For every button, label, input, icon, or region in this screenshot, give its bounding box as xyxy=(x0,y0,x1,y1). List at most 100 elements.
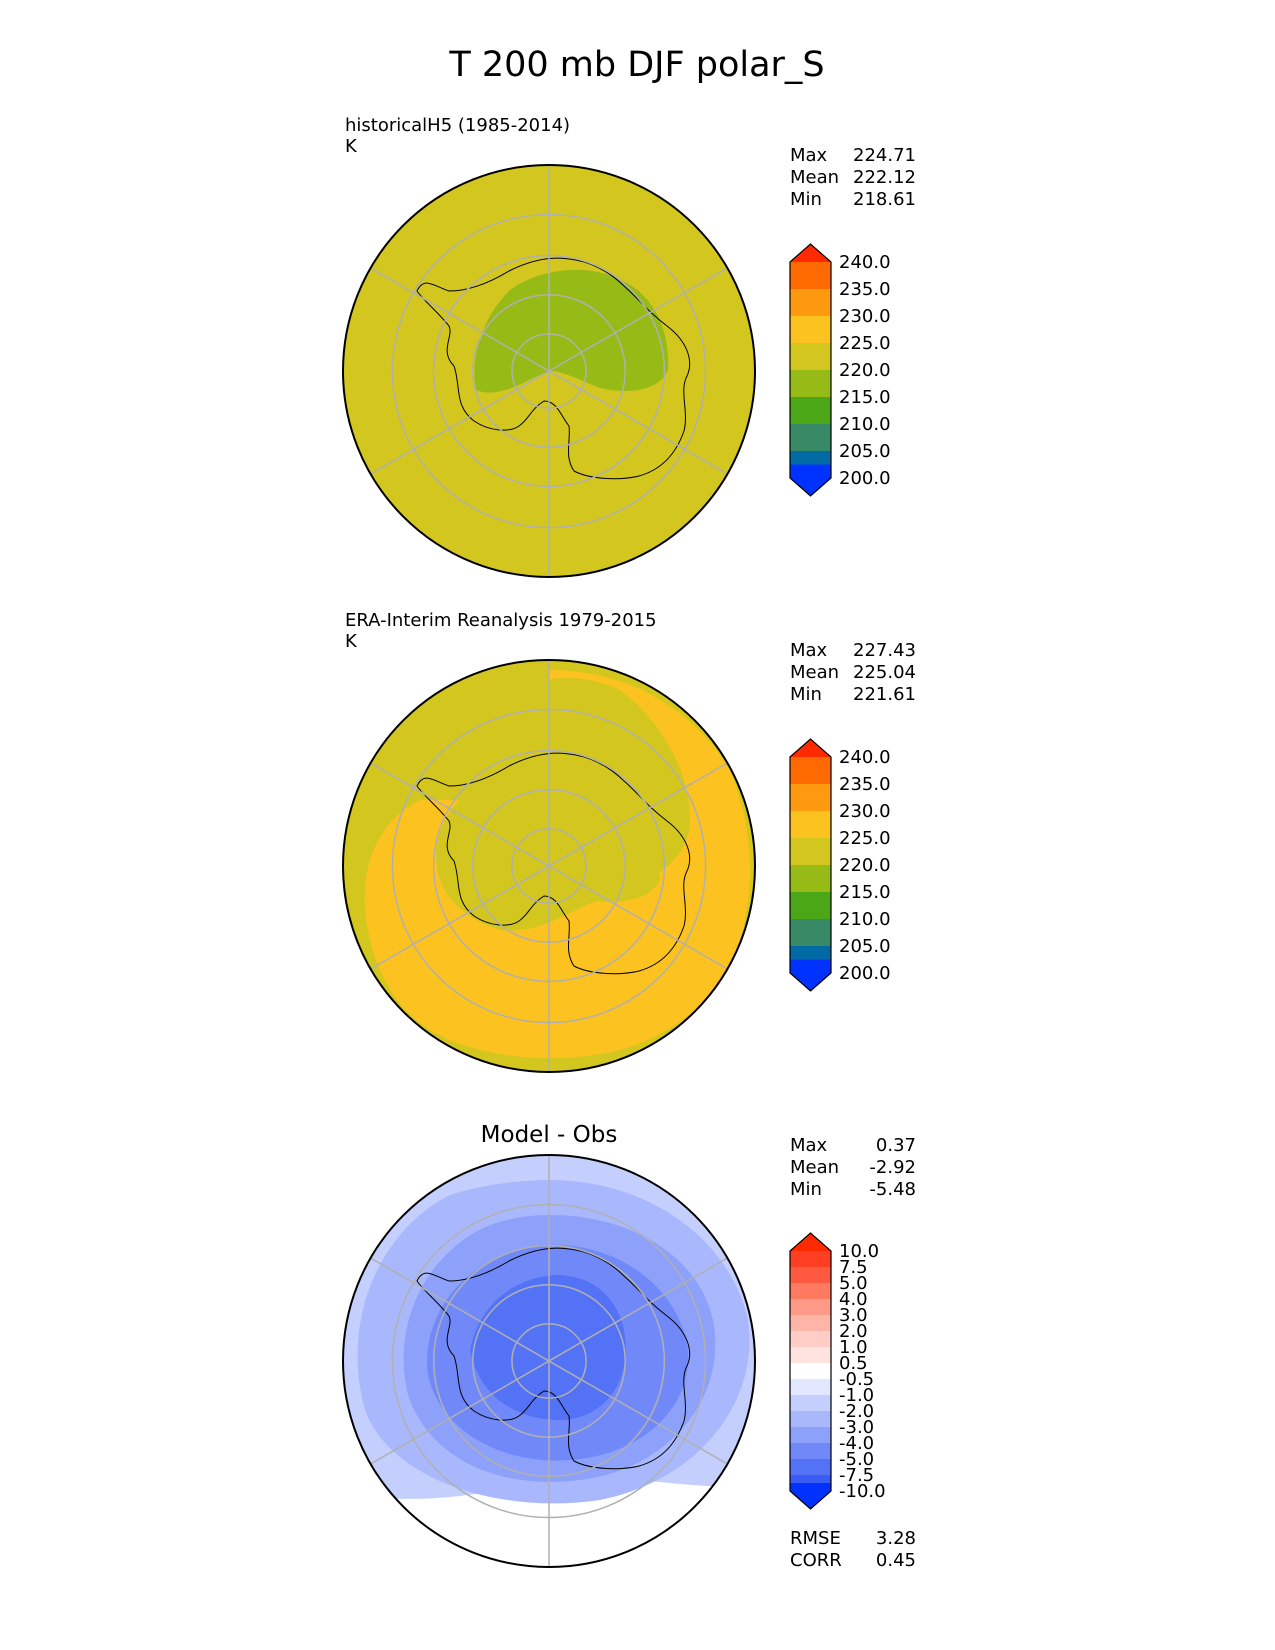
model-colorbar-segment xyxy=(790,289,831,317)
diff-colorbar-tick-label: 5.0 xyxy=(839,1273,868,1294)
diff-stats: Max 0.37 Mean -2.92 Min -5.48 xyxy=(790,1135,916,1200)
model-colorbar-tick-label: 210.0 xyxy=(839,414,891,435)
panel-obs: ERA-Interim Reanalysis 1979-2015 K Max 2… xyxy=(342,610,916,1073)
model-colorbar-segment xyxy=(790,316,831,344)
obs-stats: Max 227.43 Mean 225.04 Min 221.61 xyxy=(790,640,916,705)
obs-colorbar-tick-label: 240.0 xyxy=(839,747,891,768)
diff-colorbar-segment xyxy=(790,1267,831,1284)
model-stat-value-mean: 222.12 xyxy=(853,167,916,188)
obs-colorbar-segment xyxy=(790,865,831,893)
model-colorbar-tick-label: 235.0 xyxy=(839,279,891,300)
diff-metric-label-corr: CORR xyxy=(790,1550,842,1571)
diff-colorbar-tick-label: 1.0 xyxy=(839,1337,868,1358)
model-stats: Max 224.71 Mean 222.12 Min 218.61 xyxy=(790,145,916,210)
diff-colorbar-segment xyxy=(790,1363,831,1380)
figure-title: T 200 mb DJF polar_S xyxy=(448,45,824,85)
obs-units: K xyxy=(345,631,358,652)
model-colorbar-tick-label: 230.0 xyxy=(839,306,891,327)
diff-colorbar-tick-label: -1.0 xyxy=(839,1385,874,1406)
diff-map xyxy=(342,1154,756,1568)
model-stat-value-min: 218.61 xyxy=(853,189,916,210)
model-colorbar-segment xyxy=(790,424,831,452)
diff-colorbar-tick-label: -4.0 xyxy=(839,1433,874,1454)
diff-colorbar-segment xyxy=(790,1443,831,1460)
obs-colorbar-segment xyxy=(790,892,831,920)
model-colorbar-tick-label: 205.0 xyxy=(839,441,891,462)
obs-colorbar-tick-label: 225.0 xyxy=(839,828,891,849)
obs-inner-cool xyxy=(470,802,660,902)
diff-border xyxy=(342,1154,756,1568)
model-cold-region xyxy=(474,269,669,393)
diff-gridlines xyxy=(370,1155,728,1567)
obs-stat-value-mean: 225.04 xyxy=(853,662,916,683)
obs-stat-label-min: Min xyxy=(790,684,822,705)
diff-stat-value-max: 0.37 xyxy=(876,1135,916,1156)
diff-metric-value-corr: 0.45 xyxy=(876,1550,916,1571)
obs-warm-ring xyxy=(364,670,750,1059)
diff-colorbar-tick-label: 0.5 xyxy=(839,1353,868,1374)
diff-colorbar-segment xyxy=(790,1427,831,1444)
diff-title: Model - Obs xyxy=(481,1122,618,1148)
diff-stat-value-mean: -2.92 xyxy=(869,1157,916,1178)
model-units: K xyxy=(345,136,358,157)
model-colorbar-tick-label: 200.0 xyxy=(839,468,891,489)
diff-metric-label-rmse: RMSE xyxy=(790,1528,841,1549)
obs-map xyxy=(342,659,756,1073)
diff-colorbar-tick-label: 4.0 xyxy=(839,1289,868,1310)
diff-colorbar-tick-label: -2.0 xyxy=(839,1401,874,1422)
diff-metric-value-rmse: 3.28 xyxy=(876,1528,916,1549)
obs-stat-value-min: 221.61 xyxy=(853,684,916,705)
model-colorbar-segment xyxy=(790,397,831,425)
diff-colorbar-segment xyxy=(790,1251,831,1268)
diff-colorbar-tick-label: -10.0 xyxy=(839,1481,886,1502)
obs-colorbar-tick-label: 205.0 xyxy=(839,936,891,957)
diff-colorbar-tick-label: 10.0 xyxy=(839,1241,879,1262)
obs-colorbar-segment xyxy=(790,919,831,947)
model-colorbar-tick-label: 240.0 xyxy=(839,252,891,273)
diff-colorbar-tick-label: 2.0 xyxy=(839,1321,868,1342)
model-border xyxy=(342,164,756,578)
diff-colorbar-tick-label: 3.0 xyxy=(839,1305,868,1326)
obs-colorbar-segment xyxy=(790,838,831,866)
obs-colorbar: 240.0 235.0 230.0 225.0 220.0 215.0 210.0 205.0… xyxy=(789,738,891,992)
obs-colorbar-segment xyxy=(790,811,831,839)
obs-colorbar-tick-label: 235.0 xyxy=(839,774,891,795)
model-colorbar-tick-label: 225.0 xyxy=(839,333,891,354)
obs-colorbar-tick-label: 230.0 xyxy=(839,801,891,822)
diff-colorbar-segment xyxy=(790,1459,831,1476)
diff-colorbar-tick-label: -5.0 xyxy=(839,1449,874,1470)
diff-colorbar-segment xyxy=(790,1395,831,1412)
obs-stat-label-mean: Mean xyxy=(790,662,839,683)
diff-colorbar-segment xyxy=(790,1411,831,1428)
model-colorbar: 240.0 235.0 230.0 225.0 220.0 215.0 210.0 205.0… xyxy=(789,243,891,497)
diff-meridian xyxy=(370,1257,728,1465)
model-colorbar-segment xyxy=(790,343,831,371)
panel-diff: Model - Obs Max 0.37 Mean -2.92 Min -5.4… xyxy=(342,1122,916,1571)
obs-colorbar-tick-label: 210.0 xyxy=(839,909,891,930)
model-stat-value-max: 224.71 xyxy=(853,145,916,166)
model-colorbar-tick-label: 220.0 xyxy=(839,360,891,381)
diff-colorbar-segment xyxy=(790,1283,831,1300)
model-colorbar-segment xyxy=(790,262,831,290)
model-colorbar-tick-label: 215.0 xyxy=(839,387,891,408)
obs-colorbar-segment xyxy=(790,784,831,812)
model-meridian xyxy=(370,267,728,475)
diff-colorbar-outline xyxy=(789,1232,832,1510)
diff-stat-value-min: -5.48 xyxy=(869,1179,916,1200)
diff-colorbar-segment xyxy=(790,1299,831,1316)
diff-colorbar-tick-label: -3.0 xyxy=(839,1417,874,1438)
model-colorbar-segment xyxy=(790,370,831,398)
diff-colorbar-segment xyxy=(790,1315,831,1332)
model-stat-label-mean: Mean xyxy=(790,167,839,188)
diff-colorbar-tick-label: 7.5 xyxy=(839,1257,868,1278)
diff-colorbar-segment xyxy=(790,1331,831,1348)
diff-metrics: RMSE 3.28 CORR 0.45 xyxy=(790,1528,916,1571)
obs-colorbar-outline xyxy=(789,738,832,992)
diff-colorbar-tick-label: -0.5 xyxy=(839,1369,874,1390)
obs-subtitle: ERA-Interim Reanalysis 1979-2015 xyxy=(345,610,657,631)
obs-colorbar-tick-label: 200.0 xyxy=(839,963,891,984)
obs-colorbar-segment xyxy=(790,757,831,785)
obs-border xyxy=(342,659,756,1073)
obs-colorbar-tick-label: 220.0 xyxy=(839,855,891,876)
